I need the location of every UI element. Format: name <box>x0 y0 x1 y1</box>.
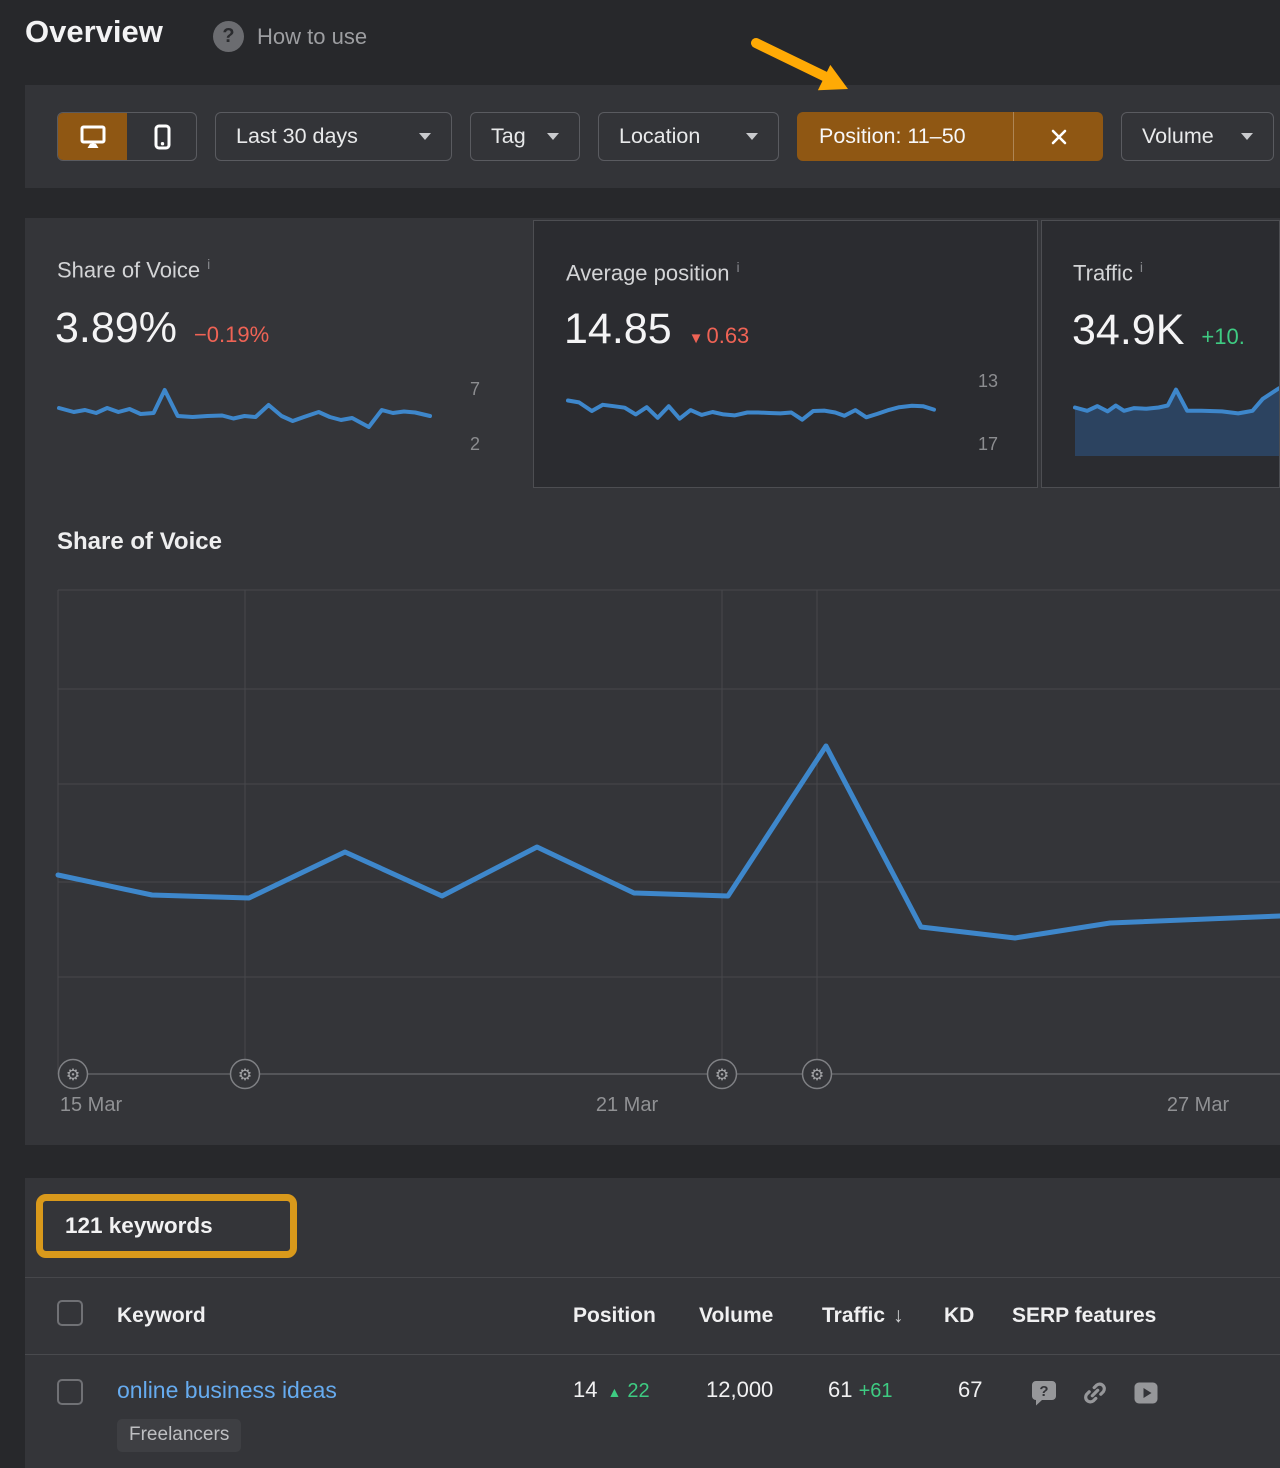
how-to-use-label: How to use <box>257 23 368 49</box>
x-axis-tick: 21 Mar <box>595 1094 659 1116</box>
row-checkbox[interactable] <box>57 1379 83 1405</box>
traffic-value: 61 <box>828 1377 853 1402</box>
chevron-down-icon <box>547 133 559 140</box>
keywords-count: 121 keywords <box>65 1213 213 1238</box>
chart-event-marker-gear-icon[interactable]: ⚙ <box>229 1058 261 1090</box>
column-header-kd[interactable]: KD <box>944 1303 975 1327</box>
metric-card-average-position[interactable]: Average position i 14.85 ▼ 0.63 13 17 <box>533 220 1038 488</box>
desktop-toggle-button[interactable] <box>58 113 127 160</box>
column-header-keyword[interactable]: Keyword <box>117 1303 206 1327</box>
metrics-and-chart-panel: Share of Voice i 3.89% −0.19% 7 2 Average… <box>25 218 1280 1145</box>
share-of-voice-chart: ⚙ ⚙ ⚙ ⚙ <box>55 589 1280 1090</box>
position-filter-chip[interactable]: Position: 11–50 <box>797 112 1103 161</box>
traffic-change: +61 <box>858 1380 893 1402</box>
sort-desc-icon: ↓ <box>893 1303 904 1327</box>
remove-position-filter-button[interactable] <box>1013 112 1103 161</box>
help-icon: ? <box>213 21 244 52</box>
volume-label: Volume <box>1142 124 1214 148</box>
position-filter-label: Position: 11–50 <box>819 124 966 148</box>
metric-label: Share of Voice <box>57 257 201 283</box>
sparkline-axis-bottom: 17 <box>977 434 998 454</box>
keywords-panel: 121 keywords Keyword Position Volume Tra… <box>25 1178 1280 1468</box>
info-icon: i <box>1139 259 1144 275</box>
kd-value: 67 <box>958 1377 983 1402</box>
svg-text:?: ? <box>1039 1383 1048 1400</box>
svg-text:⚙: ⚙ <box>66 1067 80 1084</box>
metric-change: +10. <box>1201 324 1245 349</box>
sparkline-axis-top: 7 <box>469 379 480 399</box>
divider <box>25 1277 1280 1278</box>
chart-event-marker-gear-icon[interactable]: ⚙ <box>801 1058 833 1090</box>
close-icon <box>1051 129 1066 144</box>
metric-card-traffic[interactable]: Traffic i 34.9K +10. <box>1041 220 1280 488</box>
keywords-table-header: Keyword Position Volume Traffic ↓ KD SERP… <box>25 1277 1280 1354</box>
column-header-serp-features: SERP features <box>1012 1303 1157 1327</box>
volume-dropdown[interactable]: Volume <box>1121 112 1274 161</box>
metric-value: 3.89% <box>55 304 177 352</box>
select-all-checkbox[interactable] <box>57 1299 83 1326</box>
serp-video-icon <box>1134 1382 1158 1403</box>
svg-text:⚙: ⚙ <box>238 1067 252 1084</box>
position-value: 14 <box>573 1377 598 1402</box>
location-dropdown[interactable]: Location <box>598 112 779 161</box>
triangle-down-icon: ▼ <box>688 330 704 347</box>
mobile-toggle-button[interactable] <box>127 113 196 160</box>
mobile-icon <box>154 124 170 149</box>
metric-label: Average position <box>566 260 730 286</box>
info-icon: i <box>736 259 740 275</box>
keyword-tag[interactable]: Freelancers <box>117 1419 242 1452</box>
triangle-up-icon: ▲ <box>607 1384 622 1400</box>
svg-text:⚙: ⚙ <box>715 1067 729 1084</box>
tag-dropdown[interactable]: Tag <box>470 112 580 161</box>
chart-event-marker-gear-icon[interactable]: ⚙ <box>706 1058 738 1090</box>
filter-bar: Last 30 days Tag Location Position: 11–5… <box>25 85 1280 188</box>
volume-value: 12,000 <box>706 1377 774 1402</box>
x-axis-tick: 27 Mar <box>1166 1094 1230 1116</box>
keyword-table-row: online business ideas Freelancers 14 ▲ 22 … <box>25 1355 1280 1468</box>
svg-text:⚙: ⚙ <box>810 1067 824 1084</box>
traffic-sparkline <box>1073 386 1279 456</box>
position-change: 22 <box>627 1380 650 1402</box>
device-toggle <box>57 112 197 161</box>
average-position-sparkline <box>566 398 936 422</box>
column-header-position[interactable]: Position <box>573 1303 656 1327</box>
keyword-link[interactable]: online business ideas <box>117 1377 337 1403</box>
location-label: Location <box>619 124 701 148</box>
date-range-label: Last 30 days <box>236 124 358 148</box>
sparkline-axis-bottom: 2 <box>469 434 480 454</box>
share-of-voice-sparkline <box>57 388 432 429</box>
chevron-down-icon <box>419 133 431 140</box>
x-axis-tick: 15 Mar <box>59 1094 123 1116</box>
sparkline-axis-top: 13 <box>977 371 998 391</box>
divider <box>25 1354 1280 1355</box>
how-to-use-link[interactable]: ? How to use <box>213 21 367 52</box>
metric-change: ▼ 0.63 <box>688 323 750 348</box>
metric-label: Traffic <box>1073 260 1133 286</box>
info-icon: i <box>207 256 211 272</box>
chart-event-marker-gear-icon[interactable]: ⚙ <box>57 1058 89 1090</box>
serp-question-answer-icon: ? <box>1032 1381 1056 1406</box>
tag-label: Tag <box>491 124 526 148</box>
date-range-dropdown[interactable]: Last 30 days <box>215 112 452 161</box>
metric-card-share-of-voice[interactable]: Share of Voice i 3.89% −0.19% 7 2 <box>25 218 532 490</box>
chevron-down-icon <box>746 133 758 140</box>
metric-value: 34.9K <box>1072 306 1185 354</box>
serp-sitelinks-icon <box>1084 1382 1106 1403</box>
desktop-icon <box>80 125 105 148</box>
page-title: Overview <box>25 14 163 49</box>
metric-change: −0.19% <box>193 322 270 347</box>
column-header-volume[interactable]: Volume <box>699 1303 774 1327</box>
metric-value: 14.85 <box>564 305 672 353</box>
column-header-traffic[interactable]: Traffic ↓ <box>822 1303 904 1327</box>
chevron-down-icon <box>1241 133 1253 140</box>
chart-title: Share of Voice <box>57 528 222 555</box>
